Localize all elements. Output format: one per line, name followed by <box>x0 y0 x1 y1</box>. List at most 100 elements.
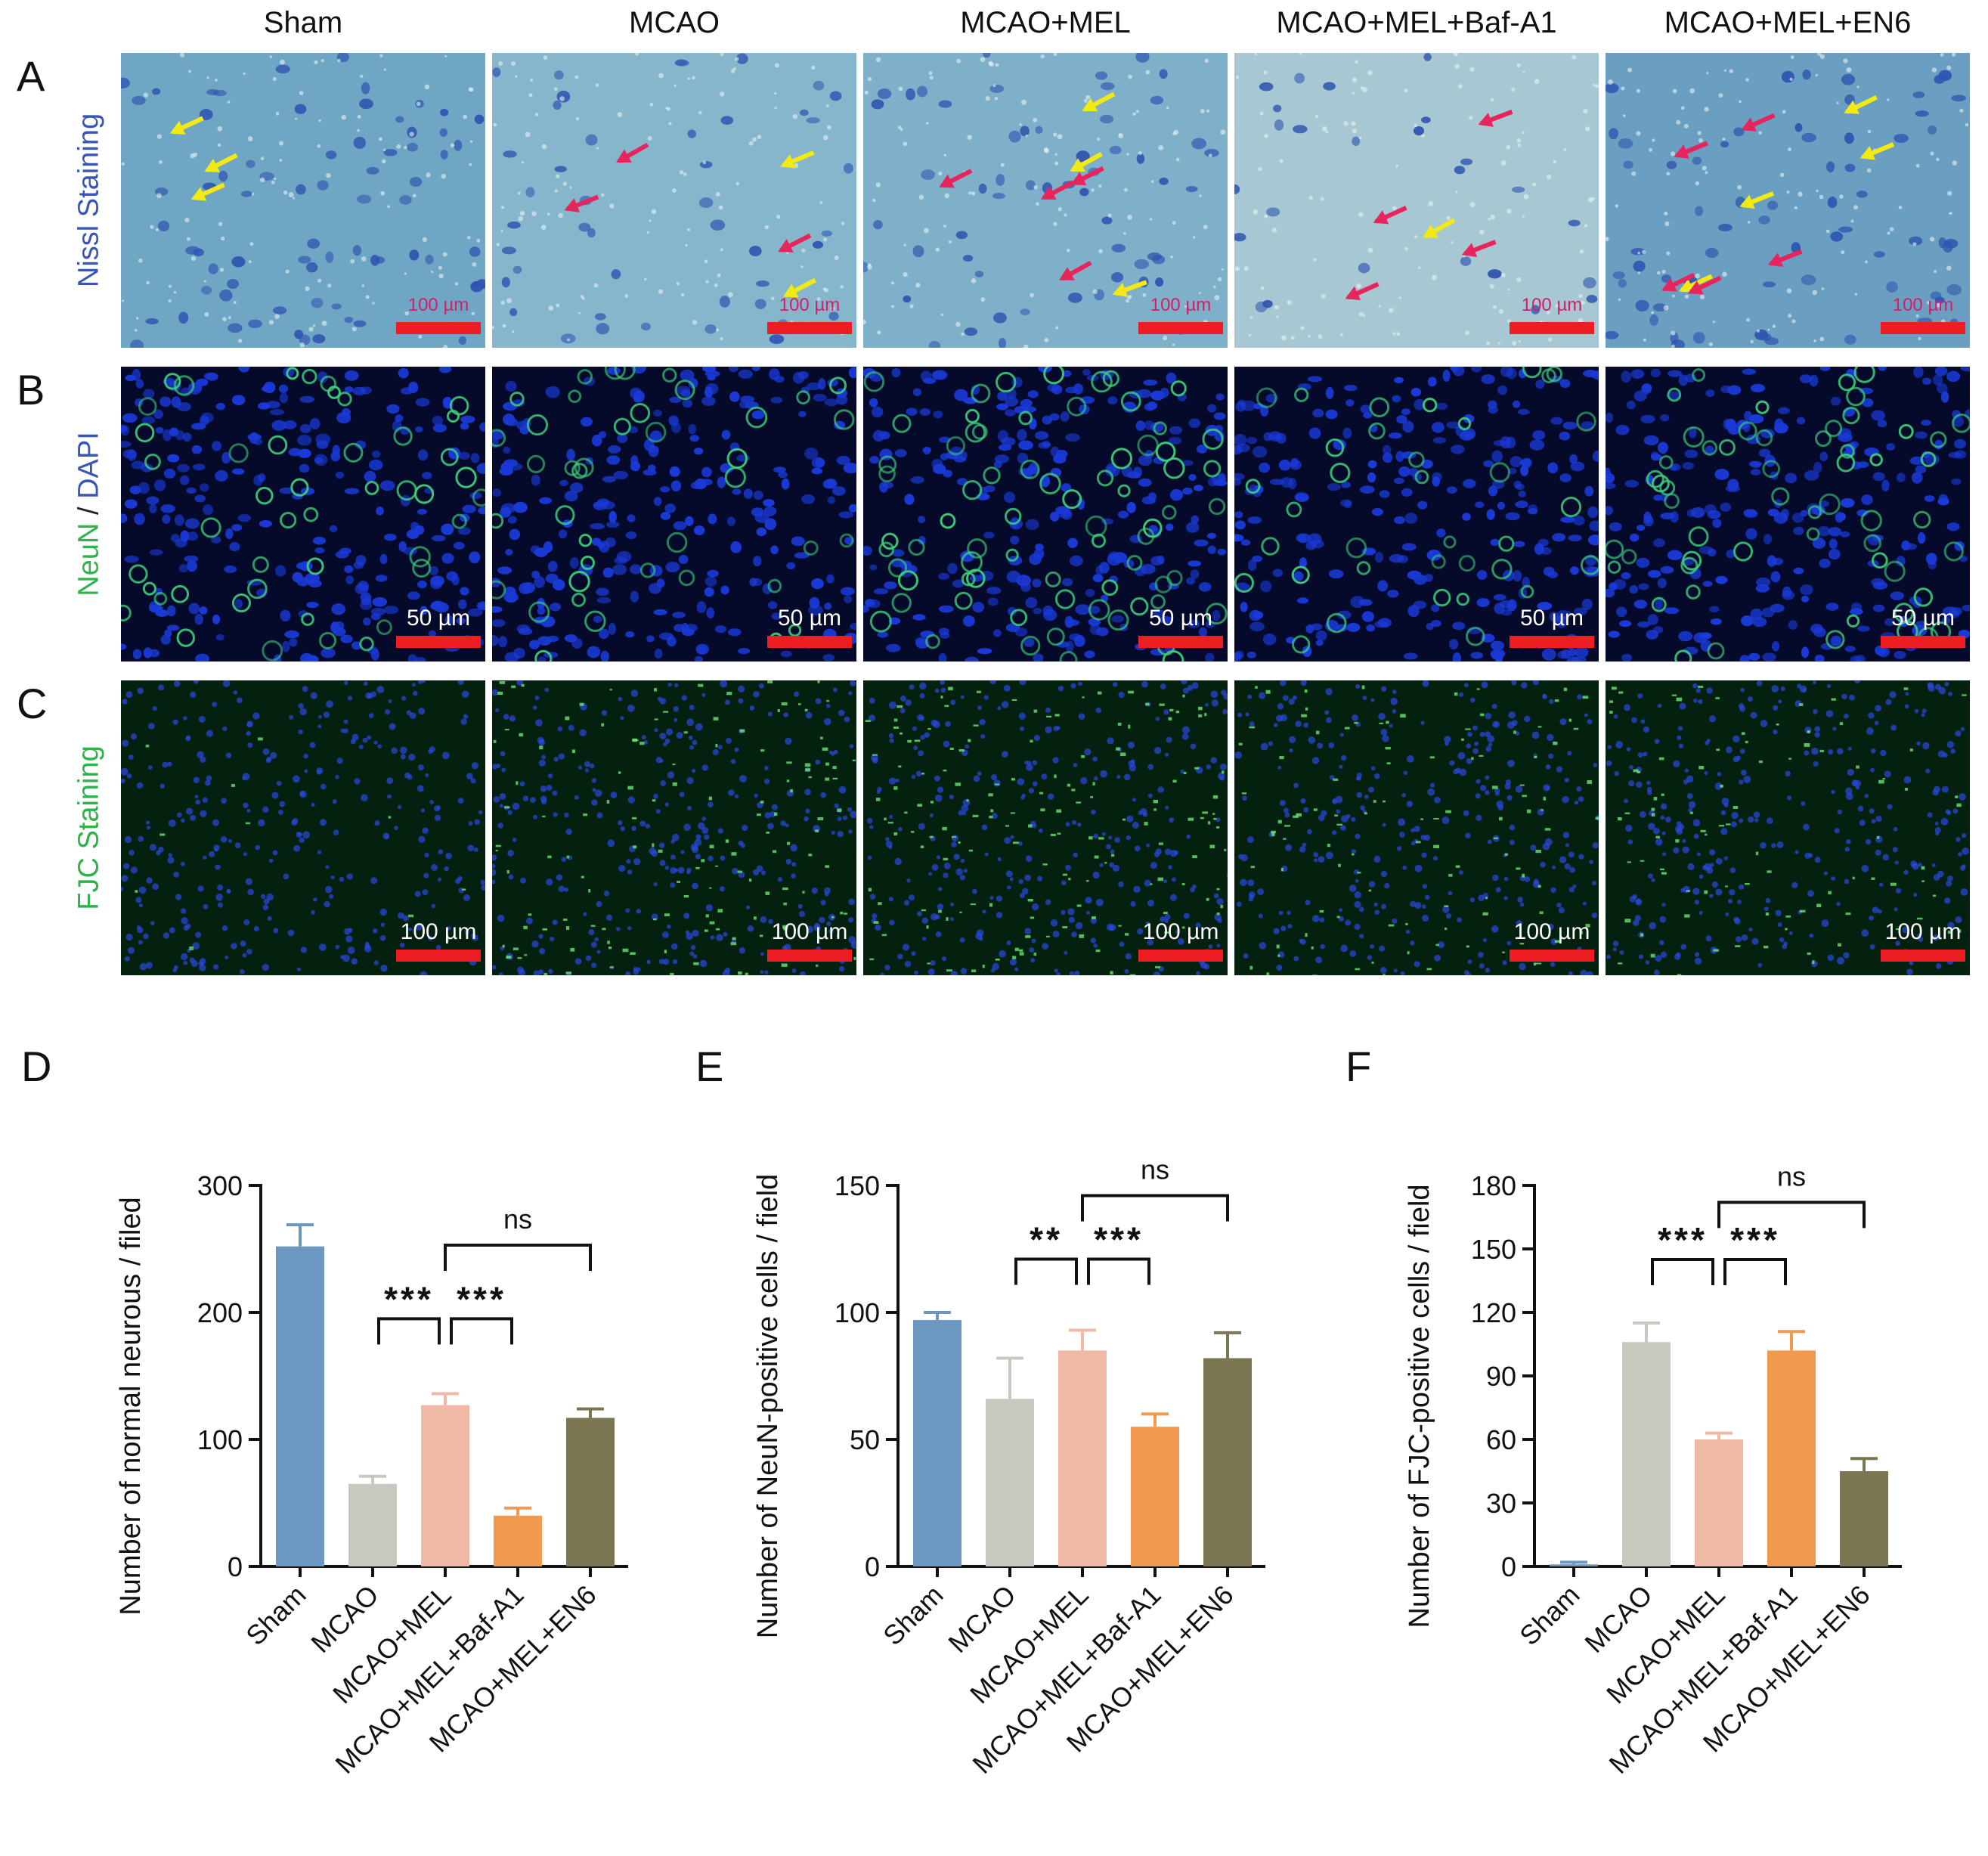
scale-bar <box>767 636 852 648</box>
scale-bar <box>396 322 481 334</box>
y-tick-label: 30 <box>1486 1488 1516 1519</box>
significance-label: ** <box>1030 1219 1063 1259</box>
significance-bracket <box>1081 1194 1229 1222</box>
scale-bar <box>396 636 481 648</box>
yellow-arrow-icon <box>1082 91 1116 112</box>
red-arrow-icon <box>1674 141 1708 159</box>
significance-bracket <box>444 1243 592 1271</box>
significance-bracket <box>450 1317 513 1345</box>
bar <box>1550 1564 1598 1566</box>
scale-bar-label: 100 µm <box>1521 295 1583 315</box>
scale-bar-label: 50 µm <box>1891 606 1955 631</box>
red-arrow-icon <box>1070 166 1104 186</box>
micrograph-fjc: 100 µm <box>492 680 856 975</box>
bar <box>1622 1342 1671 1566</box>
yellow-arrow-icon <box>1739 191 1775 209</box>
significance-label: ns <box>1777 1160 1806 1191</box>
significance-bracket <box>1723 1258 1787 1285</box>
significance-bracket <box>1717 1201 1866 1229</box>
column-header: MCAO <box>629 6 720 39</box>
column-header: Sham <box>263 6 343 39</box>
yellow-arrow-icon <box>190 182 225 201</box>
panel-letter: C <box>17 680 48 727</box>
bar <box>986 1399 1034 1566</box>
significance-label: *** <box>1658 1220 1708 1260</box>
bar <box>566 1418 615 1566</box>
yellow-arrow-icon <box>1070 151 1103 172</box>
y-tick-label: 50 <box>850 1424 880 1455</box>
red-arrow-icon <box>564 194 599 212</box>
scale-bar-label: 100 µm <box>400 919 477 944</box>
panel-letter: E <box>695 1043 723 1090</box>
x-tick-label: Sham <box>240 1579 311 1651</box>
bar <box>494 1515 542 1566</box>
scale-bar <box>1138 636 1223 648</box>
significance-bracket <box>1014 1257 1078 1285</box>
x-tick-label: Sham <box>1513 1579 1585 1651</box>
scale-bar-label: 50 µm <box>407 606 470 631</box>
column-header: MCAO+MEL+Baf-A1 <box>1276 6 1557 39</box>
column-header: MCAO+MEL+EN6 <box>1664 6 1912 39</box>
y-tick-label: 300 <box>197 1170 243 1201</box>
red-arrow-icon <box>1373 206 1407 225</box>
y-tick-label: 0 <box>228 1551 243 1582</box>
y-tick-label: 0 <box>865 1551 880 1582</box>
panel-letter: D <box>21 1043 51 1090</box>
y-axis-label: Number of NeuN-positive cells / field <box>752 1174 784 1639</box>
scale-bar-label: 100 µm <box>1150 295 1212 315</box>
y-tick-label: 150 <box>1471 1234 1516 1265</box>
red-arrow-icon <box>1767 249 1803 267</box>
scale-bar-label: 100 µm <box>1892 295 1954 315</box>
micrograph-fjc: 100 µm <box>863 680 1228 975</box>
scale-bar-label: 100 µm <box>1142 919 1219 944</box>
red-arrow-icon <box>1345 282 1380 301</box>
panel-letter: A <box>17 52 45 100</box>
red-arrow-icon <box>1461 240 1497 258</box>
panel-letter: F <box>1345 1043 1371 1090</box>
y-tick-label: 180 <box>1471 1170 1516 1201</box>
significance-bracket <box>377 1317 441 1345</box>
y-tick-label: 90 <box>1486 1361 1516 1392</box>
significance-label: *** <box>384 1279 434 1318</box>
column-header: MCAO+MEL <box>960 6 1131 39</box>
y-tick-label: 100 <box>197 1424 243 1455</box>
scale-bar-label: 50 µm <box>1520 606 1584 631</box>
scale-bar-label: 50 µm <box>778 606 841 631</box>
significance-label: *** <box>1730 1220 1780 1260</box>
micrograph-fjc: 100 µm <box>1606 680 1970 975</box>
y-tick-label: 0 <box>1501 1551 1516 1582</box>
scale-bar <box>1510 950 1594 962</box>
red-arrow-icon <box>1478 109 1513 127</box>
micrograph-neun: 50 µm <box>1606 367 1970 662</box>
scale-bar-label: 100 µm <box>771 919 848 944</box>
scale-bar <box>1881 322 1965 334</box>
micrograph-neun: 50 µm <box>863 367 1228 662</box>
scale-bar <box>1881 636 1965 648</box>
micrograph-nissl: 100 µm <box>863 53 1228 348</box>
y-axis-label: Number of normal neurous / filed <box>115 1197 147 1615</box>
red-arrow-icon <box>1687 275 1722 295</box>
y-tick-label: 200 <box>197 1297 243 1328</box>
y-tick-label: 120 <box>1471 1297 1516 1328</box>
micrograph-fjc: 100 µm <box>1234 680 1599 975</box>
micrograph-neun: 50 µm <box>1234 367 1599 662</box>
significance-bracket <box>1087 1257 1150 1285</box>
micrograph-fjc: 100 µm <box>121 680 485 975</box>
bar <box>1695 1439 1743 1566</box>
micrograph-nissl: 100 µm <box>121 53 485 348</box>
significance-label: ns <box>503 1204 532 1235</box>
scale-bar <box>396 950 481 962</box>
bar <box>1840 1471 1888 1566</box>
red-arrow-icon <box>1741 113 1776 132</box>
yellow-arrow-icon <box>782 277 817 298</box>
bar <box>913 1320 961 1566</box>
yellow-arrow-icon <box>1423 218 1456 239</box>
bar <box>276 1246 324 1566</box>
yellow-arrow-icon <box>1859 142 1895 160</box>
bar <box>1767 1350 1816 1566</box>
micrograph-nissl: 100 µm <box>492 53 856 348</box>
x-tick-label: Sham <box>877 1579 949 1651</box>
red-arrow-icon <box>778 233 812 253</box>
scale-bar-label: 100 µm <box>1513 919 1590 944</box>
bar <box>1058 1350 1107 1566</box>
